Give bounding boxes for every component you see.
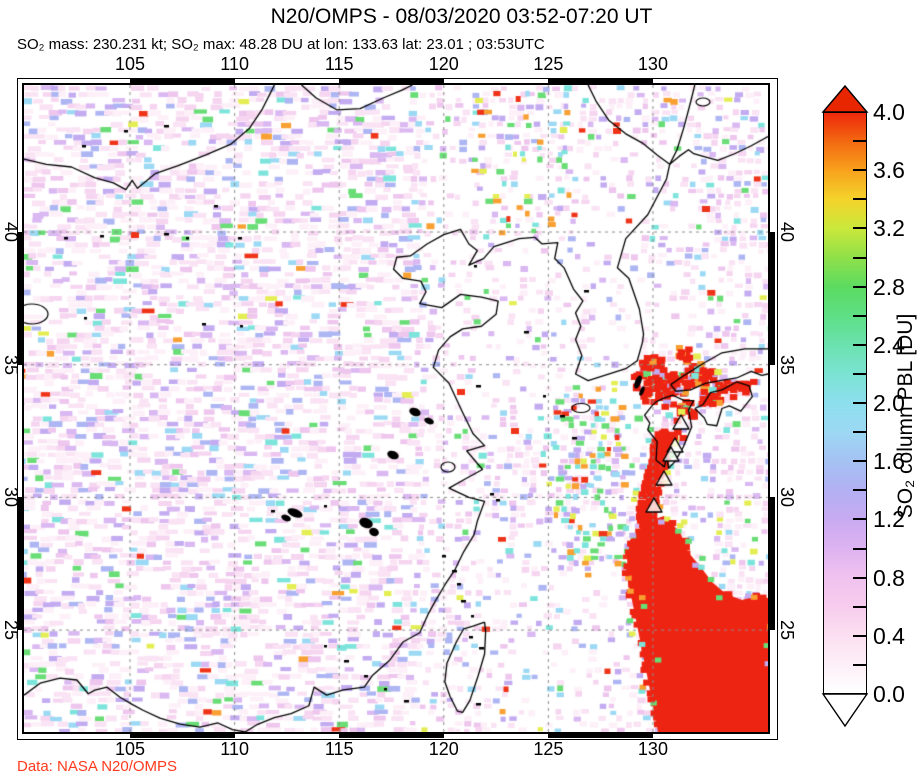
colorbar-over-arrow (821, 84, 869, 113)
colorbar-tick (853, 169, 866, 172)
map-frame (22, 83, 770, 734)
frame-band-segment (548, 79, 653, 84)
lon-tick-label: 115 (324, 54, 354, 74)
colorbar-tick-label: 0.0 (873, 681, 905, 707)
colorbar-tick (853, 431, 866, 434)
frame-band-segment (339, 79, 444, 84)
colorbar-tick (853, 605, 866, 608)
colorbar-tick-label: 4.0 (873, 99, 905, 125)
frame-band-segment (339, 733, 444, 738)
colorbar-tick-label: 2.4 (873, 331, 905, 358)
map-outer-frame (17, 78, 778, 740)
colorbar-tick (853, 372, 866, 375)
lon-tick-label: 110 (220, 739, 249, 759)
page-title: N20/OMPS - 08/03/2020 03:52-07:20 UT (270, 5, 653, 28)
lon-tick-label: 130 (637, 739, 668, 759)
frame-band-segment (770, 232, 775, 365)
lat-tick-label: 30 (1, 487, 22, 508)
frame-band-segment (18, 232, 23, 365)
colorbar-tick (853, 663, 866, 666)
lat-tick-label: 30 (777, 487, 798, 508)
lat-tick-label: 40 (777, 222, 798, 243)
frame-band-segment (18, 497, 23, 631)
colorbar-tick (853, 518, 866, 521)
colorbar-tick (853, 634, 866, 637)
colorbar-tick (853, 576, 866, 579)
lat-tick-label: 35 (777, 354, 798, 375)
lon-tick-label: 125 (533, 739, 564, 759)
lon-tick-label: 130 (637, 54, 668, 74)
lat-tick-label: 40 (1, 222, 22, 243)
frame-band-segment (770, 497, 775, 631)
colorbar-tick-label: 0.8 (873, 564, 905, 591)
colorbar-tick (853, 402, 866, 404)
colorbar-tick-label: 3.2 (873, 215, 905, 242)
lat-tick-label: 25 (777, 620, 798, 641)
colorbar-tick (853, 489, 866, 492)
colorbar-tick-label: 3.6 (873, 157, 905, 184)
colorbar-tick (853, 198, 866, 201)
lon-tick-label: 105 (115, 54, 146, 74)
colorbar-under-arrow (821, 693, 869, 728)
frame-band-segment (130, 733, 235, 738)
colorbar-tick (853, 227, 866, 230)
colorbar-tick (853, 547, 866, 550)
colorbar-tick (853, 256, 866, 259)
frame-band-segment (130, 79, 235, 84)
colorbar-tick-label: 1.2 (873, 506, 905, 533)
frame-band-segment (548, 733, 653, 738)
so2-map-canvas (24, 85, 768, 732)
lon-tick-label: 125 (533, 54, 564, 74)
lon-tick-label: 120 (428, 54, 459, 74)
colorbar-tick (853, 314, 866, 317)
lon-tick-label: 110 (220, 54, 249, 74)
colorbar-tick-label: 2.8 (873, 273, 905, 300)
lon-tick-label: 120 (428, 739, 459, 759)
colorbar-tick (853, 343, 866, 346)
lon-tick-label: 105 (115, 739, 146, 759)
colorbar-tick-label: 0.4 (873, 622, 905, 649)
colorbar-tick (853, 460, 866, 463)
lat-tick-label: 35 (1, 354, 22, 375)
colorbar-tick-label: 2.0 (873, 390, 905, 416)
subtitle-stats: SO₂ mass: 230.231 kt; SO₂ max: 48.28 DU … (17, 36, 545, 53)
lat-tick-label: 25 (1, 620, 22, 641)
colorbar-tick (853, 140, 866, 143)
colorbar-tick-label: 1.6 (873, 448, 905, 475)
lon-tick-label: 115 (324, 739, 354, 759)
data-credit: Data: NASA N20/OMPS (17, 758, 178, 775)
colorbar-tick (853, 285, 866, 288)
